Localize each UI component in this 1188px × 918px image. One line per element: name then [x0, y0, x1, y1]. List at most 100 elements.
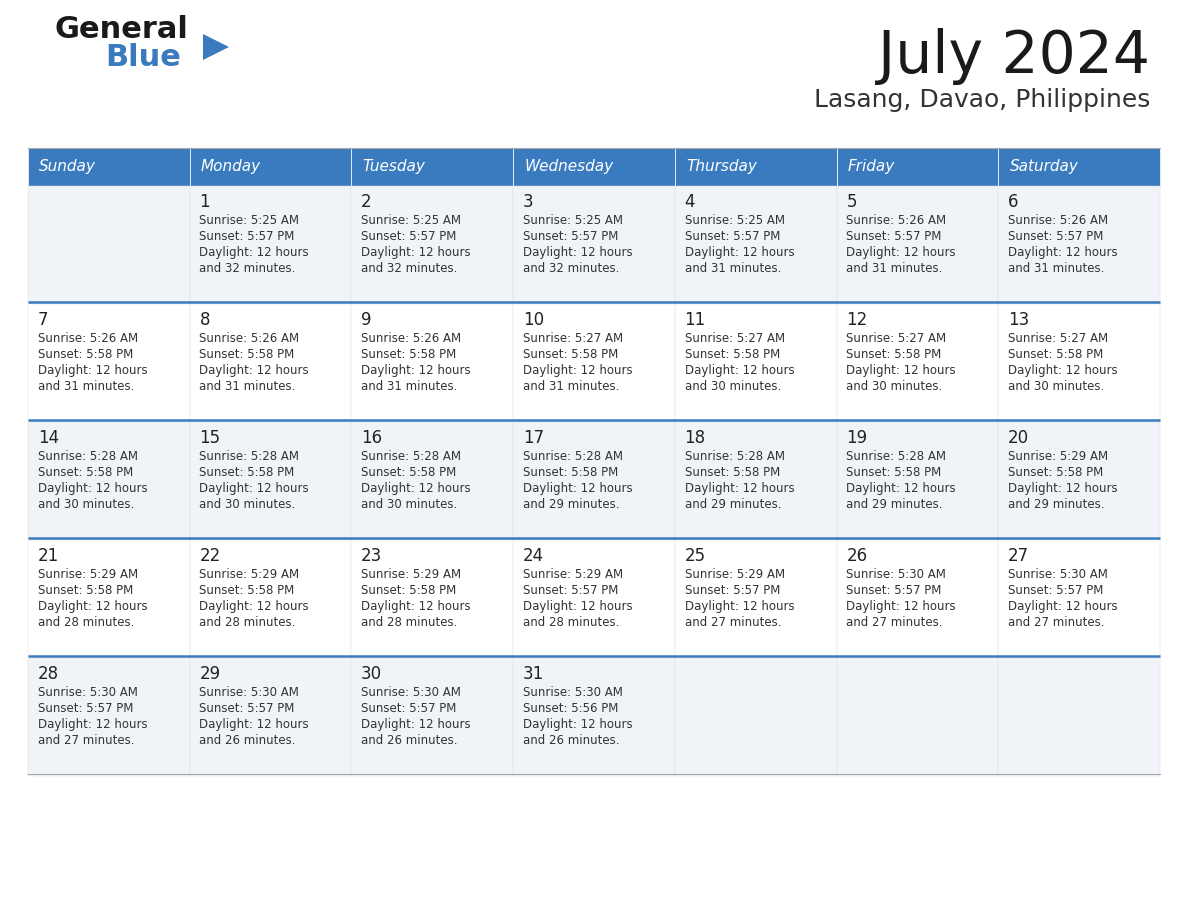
Bar [675, 186, 836, 304]
Text: and 30 minutes.: and 30 minutes. [361, 498, 457, 511]
Text: Daylight: 12 hours: Daylight: 12 hours [361, 482, 470, 495]
Text: Sunset: 5:57 PM: Sunset: 5:57 PM [200, 702, 295, 715]
Text: 9: 9 [361, 311, 372, 329]
Text: Sunrise: 5:30 AM: Sunrise: 5:30 AM [523, 686, 623, 699]
Text: 17: 17 [523, 429, 544, 447]
Text: Sunrise: 5:28 AM: Sunrise: 5:28 AM [684, 450, 784, 463]
Text: Daylight: 12 hours: Daylight: 12 hours [361, 600, 470, 613]
Text: Daylight: 12 hours: Daylight: 12 hours [684, 364, 795, 377]
Bar [675, 422, 836, 540]
Text: and 27 minutes.: and 27 minutes. [846, 616, 943, 629]
Text: Sunrise: 5:26 AM: Sunrise: 5:26 AM [1007, 214, 1108, 227]
Bar [675, 658, 836, 776]
Bar [836, 658, 998, 776]
Text: Sunset: 5:57 PM: Sunset: 5:57 PM [846, 584, 942, 597]
Bar [29, 540, 190, 658]
Text: Friday: Friday [848, 160, 895, 174]
Bar [352, 422, 513, 540]
Bar [352, 186, 513, 304]
Text: Wednesday: Wednesday [524, 160, 613, 174]
Text: Daylight: 12 hours: Daylight: 12 hours [200, 718, 309, 731]
Text: Daylight: 12 hours: Daylight: 12 hours [523, 600, 632, 613]
Text: and 30 minutes.: and 30 minutes. [846, 380, 942, 393]
Text: and 31 minutes.: and 31 minutes. [38, 380, 134, 393]
Bar [675, 540, 836, 658]
Text: Sunday: Sunday [39, 160, 96, 174]
Text: and 31 minutes.: and 31 minutes. [523, 380, 619, 393]
Text: Sunrise: 5:25 AM: Sunrise: 5:25 AM [684, 214, 784, 227]
Text: 11: 11 [684, 311, 706, 329]
Text: Sunset: 5:57 PM: Sunset: 5:57 PM [523, 230, 618, 243]
Text: 8: 8 [200, 311, 210, 329]
Text: Daylight: 12 hours: Daylight: 12 hours [846, 600, 956, 613]
Text: Sunrise: 5:30 AM: Sunrise: 5:30 AM [361, 686, 461, 699]
Bar [190, 148, 352, 186]
Text: Sunrise: 5:26 AM: Sunrise: 5:26 AM [846, 214, 947, 227]
Text: 5: 5 [846, 193, 857, 211]
Text: Sunrise: 5:29 AM: Sunrise: 5:29 AM [361, 568, 461, 581]
Bar [352, 148, 513, 186]
Text: Sunset: 5:58 PM: Sunset: 5:58 PM [38, 466, 133, 479]
Polygon shape [203, 34, 229, 60]
Text: Daylight: 12 hours: Daylight: 12 hours [846, 364, 956, 377]
Bar [836, 304, 998, 422]
Text: Sunset: 5:58 PM: Sunset: 5:58 PM [523, 466, 618, 479]
Text: 25: 25 [684, 547, 706, 565]
Bar [998, 186, 1159, 304]
Text: Sunset: 5:57 PM: Sunset: 5:57 PM [1007, 230, 1104, 243]
Text: Sunset: 5:58 PM: Sunset: 5:58 PM [38, 348, 133, 361]
Text: Tuesday: Tuesday [362, 160, 425, 174]
Text: General: General [55, 15, 189, 44]
Text: Daylight: 12 hours: Daylight: 12 hours [38, 718, 147, 731]
Text: Sunrise: 5:25 AM: Sunrise: 5:25 AM [523, 214, 623, 227]
Text: and 32 minutes.: and 32 minutes. [523, 262, 619, 275]
Text: and 26 minutes.: and 26 minutes. [361, 734, 457, 747]
Bar [836, 186, 998, 304]
Bar [29, 422, 190, 540]
Bar [29, 304, 190, 422]
Text: Daylight: 12 hours: Daylight: 12 hours [361, 364, 470, 377]
Text: Sunset: 5:57 PM: Sunset: 5:57 PM [523, 584, 618, 597]
Bar [998, 148, 1159, 186]
Text: Sunrise: 5:29 AM: Sunrise: 5:29 AM [684, 568, 785, 581]
Bar [190, 422, 352, 540]
Text: Sunset: 5:57 PM: Sunset: 5:57 PM [846, 230, 942, 243]
Text: Sunrise: 5:26 AM: Sunrise: 5:26 AM [361, 332, 461, 345]
Text: Daylight: 12 hours: Daylight: 12 hours [523, 364, 632, 377]
Text: 31: 31 [523, 665, 544, 683]
Text: and 31 minutes.: and 31 minutes. [1007, 262, 1105, 275]
Text: and 29 minutes.: and 29 minutes. [846, 498, 943, 511]
Text: Daylight: 12 hours: Daylight: 12 hours [1007, 364, 1118, 377]
Text: Sunset: 5:57 PM: Sunset: 5:57 PM [38, 702, 133, 715]
Bar [998, 540, 1159, 658]
Text: 19: 19 [846, 429, 867, 447]
Bar [29, 658, 190, 776]
Text: 26: 26 [846, 547, 867, 565]
Text: Sunrise: 5:28 AM: Sunrise: 5:28 AM [38, 450, 138, 463]
Text: Sunset: 5:57 PM: Sunset: 5:57 PM [200, 230, 295, 243]
Text: Sunrise: 5:30 AM: Sunrise: 5:30 AM [38, 686, 138, 699]
Text: and 31 minutes.: and 31 minutes. [846, 262, 942, 275]
Text: Lasang, Davao, Philippines: Lasang, Davao, Philippines [814, 88, 1150, 112]
Text: and 27 minutes.: and 27 minutes. [38, 734, 134, 747]
Text: and 26 minutes.: and 26 minutes. [200, 734, 296, 747]
Bar [190, 658, 352, 776]
Text: and 30 minutes.: and 30 minutes. [1007, 380, 1104, 393]
Text: 21: 21 [38, 547, 59, 565]
Text: Sunset: 5:58 PM: Sunset: 5:58 PM [361, 348, 456, 361]
Text: Daylight: 12 hours: Daylight: 12 hours [38, 600, 147, 613]
Bar [998, 304, 1159, 422]
Text: Sunset: 5:58 PM: Sunset: 5:58 PM [684, 348, 779, 361]
Text: Sunrise: 5:27 AM: Sunrise: 5:27 AM [523, 332, 623, 345]
Text: Sunset: 5:57 PM: Sunset: 5:57 PM [684, 230, 781, 243]
Text: Sunset: 5:58 PM: Sunset: 5:58 PM [846, 466, 942, 479]
Text: Daylight: 12 hours: Daylight: 12 hours [846, 246, 956, 259]
Text: and 28 minutes.: and 28 minutes. [38, 616, 134, 629]
Text: and 26 minutes.: and 26 minutes. [523, 734, 619, 747]
Text: Daylight: 12 hours: Daylight: 12 hours [684, 246, 795, 259]
Bar [190, 304, 352, 422]
Text: Sunset: 5:57 PM: Sunset: 5:57 PM [684, 584, 781, 597]
Bar [513, 422, 675, 540]
Text: Sunrise: 5:30 AM: Sunrise: 5:30 AM [200, 686, 299, 699]
Text: Sunset: 5:58 PM: Sunset: 5:58 PM [1007, 348, 1104, 361]
